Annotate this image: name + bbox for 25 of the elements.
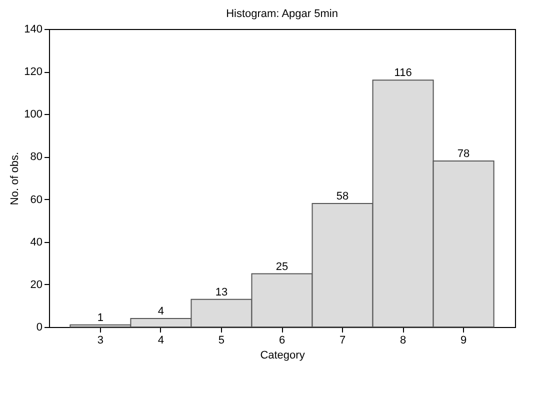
- x-tick-label: 6: [278, 334, 286, 346]
- x-tick-label: 3: [97, 334, 104, 346]
- y-tick-label: 140: [24, 24, 42, 36]
- y-tick-label: 120: [24, 66, 42, 78]
- y-tick-label: 20: [30, 278, 42, 291]
- y-tick-label: 100: [24, 108, 42, 121]
- data-label: 116: [394, 67, 412, 80]
- y-tick-label: 60: [30, 194, 42, 206]
- y-axis-title: No. of obs.: [9, 152, 22, 206]
- x-tick-label: 5: [218, 334, 225, 346]
- x-tick-label: 9: [460, 334, 467, 346]
- y-tick-label: 40: [30, 236, 42, 248]
- data-label: 25: [276, 260, 288, 273]
- data-label: 1: [97, 312, 104, 324]
- y-tick-label: 0: [36, 322, 42, 334]
- data-label: 78: [457, 148, 470, 160]
- data-label: 58: [336, 190, 349, 203]
- x-tick-label: 7: [339, 334, 346, 346]
- x-tick-label: 8: [400, 334, 406, 346]
- data-label: 13: [215, 286, 228, 298]
- chart-title: Histogram: Apgar 5min: [226, 8, 338, 20]
- x-tick-label: 4: [158, 334, 164, 346]
- data-label: 4: [158, 305, 164, 318]
- x-axis-title: Category: [260, 350, 306, 362]
- y-tick-label: 80: [30, 151, 42, 164]
